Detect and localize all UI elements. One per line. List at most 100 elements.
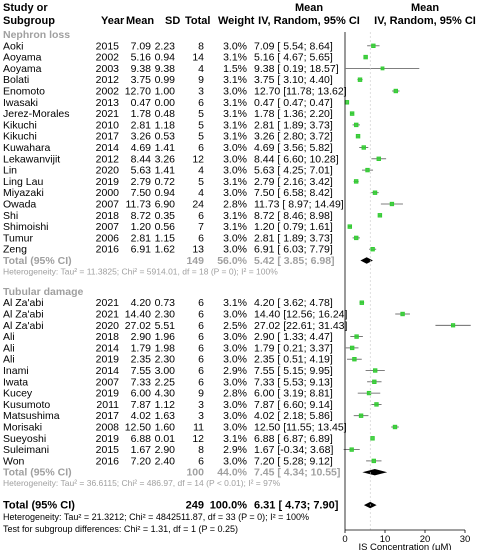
study-name: Iwasaki [3,97,38,109]
study-weight: 2.9% [223,365,247,377]
study-mean: 4.69 [131,142,152,154]
study-weight: 3.1% [223,97,247,109]
study-name: Ling Lau [3,176,43,188]
study-year: 2017 [96,410,120,422]
study-sd: 0.53 [155,131,176,143]
overall-total-weight: 100.0% [210,500,248,512]
study-mean: 2.90 [131,331,152,343]
study-mean: 4.02 [131,410,152,422]
study-total: 5 [198,108,204,120]
study-ci: 9.38 [ 0.19; 18.57] [254,63,339,75]
study-total: 6 [198,320,204,332]
study-sd: 0.35 [155,210,176,222]
study-weight: 3.0% [223,422,247,434]
study-name: Lin [3,165,17,177]
study-mean: 6.00 [131,388,152,400]
header-weight: Weight [218,15,255,27]
study-ci: 14.40 [12.56; 16.24] [254,309,347,321]
study-year: 2007 [96,376,120,388]
study-point [377,213,383,218]
study-mean: 2.35 [131,354,152,366]
x-tick-label: 10 [380,534,391,545]
study-point [374,402,379,407]
study-mean: 7.50 [131,187,152,199]
study-sd: 0.01 [155,433,176,445]
study-ci: 4.02 [ 2.18; 5.86] [254,410,333,422]
study-name: Aoyama [3,52,42,64]
study-mean: 6.88 [131,433,152,445]
study-ci: 7.20 [ 5.28; 9.12] [254,455,333,467]
subgroup-total-ci: 5.42 [ 3.85; 6.98] [254,255,335,267]
study-point [349,447,354,452]
study-point [358,413,364,418]
study-sd: 2.30 [155,354,176,366]
study-name: Miyazaki [3,187,44,199]
study-ci: 0.47 [ 0.47; 0.47] [254,97,333,109]
header-year: Year [101,15,125,27]
study-weight: 3.0% [223,165,247,177]
subgroup-diamond [362,469,388,476]
study-year: 2019 [96,354,120,366]
study-sd: 1.18 [155,119,176,131]
study-name: Shi [3,210,18,222]
study-sd: 0.94 [155,187,176,199]
study-name: Kusumoto [3,399,50,411]
header-plot-line2: IV, Random, 95% CI [374,15,476,27]
study-weight: 3.0% [223,142,247,154]
study-weight: 3.0% [223,354,247,366]
study-year: 2011 [96,399,119,411]
study-total: 12 [192,433,204,445]
study-weight: 3.0% [223,187,247,199]
subgroup-total-n: 149 [186,255,204,267]
study-point [372,379,377,385]
study-point [392,424,398,430]
study-name: Al Za'abi [3,297,44,309]
study-ci: 2.90 [ 1.33; 4.47] [254,331,333,343]
study-year: 2016 [96,455,120,467]
study-year: 2021 [96,297,120,309]
study-ci: 2.79 [ 2.16; 3.42] [254,176,333,188]
study-ci: 7.33 [ 5.53; 9.13] [254,376,333,388]
study-total: 8 [198,444,204,456]
study-point [354,334,359,339]
header-effect-line1: Mean [295,2,323,14]
study-year: 2016 [96,244,120,256]
study-mean: 1.79 [131,342,152,354]
study-mean: 2.81 [131,232,152,244]
study-ci: 8.72 [ 8.46; 8.98] [254,210,333,222]
study-mean: 4.20 [131,297,152,309]
study-point [363,54,368,60]
study-name: Iwata [3,376,28,388]
study-total: 3 [198,410,204,422]
subgroup-heading: Tubular damage [3,286,83,298]
study-year: 2002 [96,52,120,64]
study-point [372,190,378,195]
study-sd: 0.56 [155,221,176,233]
study-mean: 5.63 [131,165,152,177]
study-sd: 3.00 [155,365,176,377]
subgroup-total-n: 100 [186,467,204,479]
study-sd: 6.90 [155,199,176,211]
study-mean: 27.02 [125,320,151,332]
study-name: Matsushima [3,410,60,422]
study-mean: 2.79 [131,176,152,188]
header-mean: Mean [126,15,154,27]
study-sd: 9.38 [155,63,176,75]
study-name: Lekawanvijit [3,153,60,165]
study-ci: 2.81 [ 1.89; 3.73] [254,232,333,244]
study-total: 6 [198,376,204,388]
study-year: 2013 [96,97,120,109]
study-name: Ali [3,354,15,366]
study-point [349,111,355,116]
study-total: 6 [198,365,204,377]
study-sd: 1.15 [155,232,176,244]
study-ci: 2.35 [ 0.51; 4.19] [254,354,333,366]
header-total: Total [185,15,210,27]
study-year: 2007 [96,199,120,211]
study-total: 5 [198,119,204,131]
study-ci: 4.69 [ 3.56; 5.82] [254,142,333,154]
x-axis-label: IS Concentration (μM) [358,542,451,550]
study-sd: 1.98 [155,342,176,354]
